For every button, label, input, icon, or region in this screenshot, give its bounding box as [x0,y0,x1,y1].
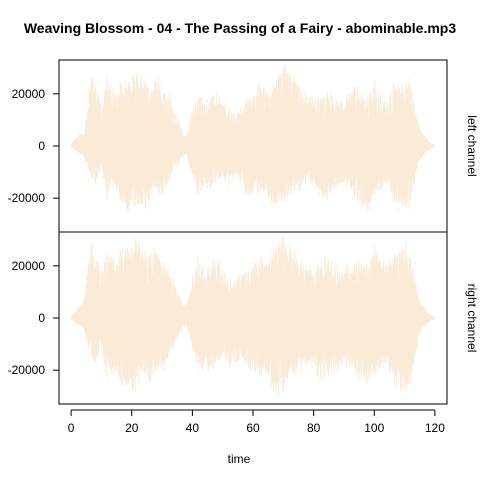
panel-left-channel: -20000 0 20000 left channel [8,59,479,233]
x-tick-label: 20 [125,421,139,435]
channel-label: left channel [465,115,479,176]
x-tick-label: 120 [425,421,445,435]
chart-title: Weaving Blossom - 04 - The Passing of a … [24,20,457,36]
waveform [70,237,436,397]
y-tick-label: 0 [38,139,45,153]
channel-label: right channel [465,284,479,353]
panels: -20000 0 20000 left channel -20000 0 20000 righ… [8,59,479,405]
y-tick-label: 20000 [12,87,46,101]
x-tick-label: 100 [364,421,384,435]
y-tick-label: 0 [38,311,45,325]
y-tick-label: 20000 [12,259,46,273]
panel-right-channel: -20000 0 20000 right channel [8,231,479,405]
x-tick-label: 60 [246,421,260,435]
y-tick-label: -20000 [8,363,46,377]
x-tick-label: 40 [186,421,200,435]
y-tick-label: -20000 [8,191,46,205]
waveform [70,63,436,213]
x-tick-label: 0 [68,421,75,435]
x-tick-label: 80 [307,421,321,435]
x-axis: 0 20 40 60 80 100 120 [68,409,445,435]
x-axis-label: time [228,452,251,466]
